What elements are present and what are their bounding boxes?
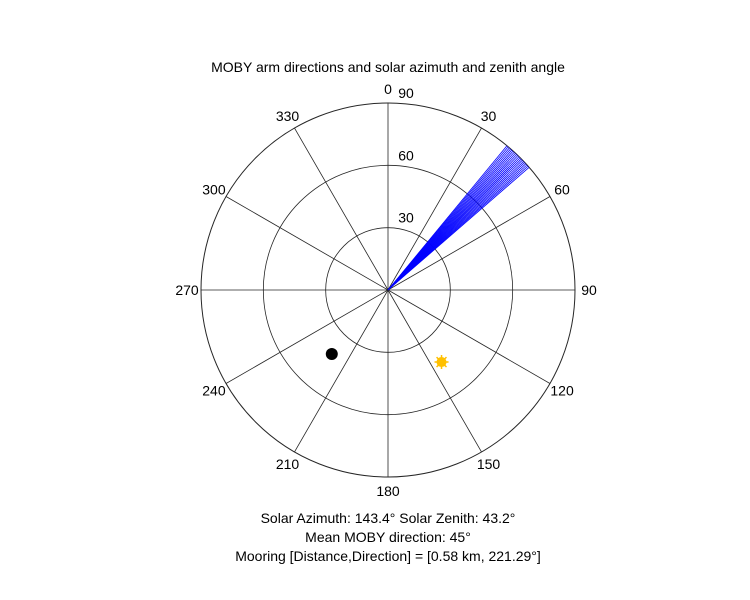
- angle-tick-180: 180: [376, 483, 400, 499]
- polar-grid: [200, 102, 576, 478]
- spoke-150: [387, 289, 482, 453]
- angle-tick-30: 30: [481, 108, 497, 124]
- moby-arm-line-19: [387, 167, 530, 291]
- chart-title: MOBY arm directions and solar azimuth an…: [211, 59, 565, 75]
- spoke-120: [387, 289, 551, 384]
- radial-tick-90: 90: [398, 85, 414, 101]
- spoke-210: [294, 289, 389, 453]
- tick-labels: 0 30 60 90 120 150 180 210 240 270 300 330 30 60 90: [175, 81, 597, 499]
- data-layer: [325, 145, 530, 370]
- sun-marker: [434, 355, 449, 370]
- angle-tick-270: 270: [175, 282, 199, 298]
- caption-mooring: Mooring [Distance,Direction] = [0.58 km,…: [235, 548, 541, 564]
- angle-tick-300: 300: [202, 182, 226, 198]
- angle-tick-240: 240: [202, 383, 226, 399]
- angle-tick-90: 90: [581, 282, 597, 298]
- caption-moby-direction: Mean MOBY direction: 45°: [305, 529, 471, 545]
- radial-tick-30: 30: [398, 210, 414, 226]
- spoke-330: [294, 127, 389, 291]
- caption-solar: Solar Azimuth: 143.4° Solar Zenith: 43.2…: [261, 510, 516, 526]
- angle-tick-0: 0: [384, 81, 392, 97]
- spoke-300: [225, 196, 389, 291]
- spoke-240: [225, 289, 389, 384]
- ring-30: [325, 227, 451, 353]
- ring-90: [200, 102, 576, 478]
- angle-tick-210: 210: [276, 456, 300, 472]
- angle-tick-60: 60: [554, 182, 570, 198]
- ring-60: [262, 164, 514, 416]
- mooring-marker: [325, 348, 338, 361]
- angle-tick-150: 150: [477, 456, 501, 472]
- spoke-60: [387, 196, 551, 291]
- radial-tick-60: 60: [398, 147, 414, 163]
- angle-tick-120: 120: [550, 383, 574, 399]
- angle-tick-330: 330: [276, 108, 300, 124]
- spoke-30: [387, 127, 482, 291]
